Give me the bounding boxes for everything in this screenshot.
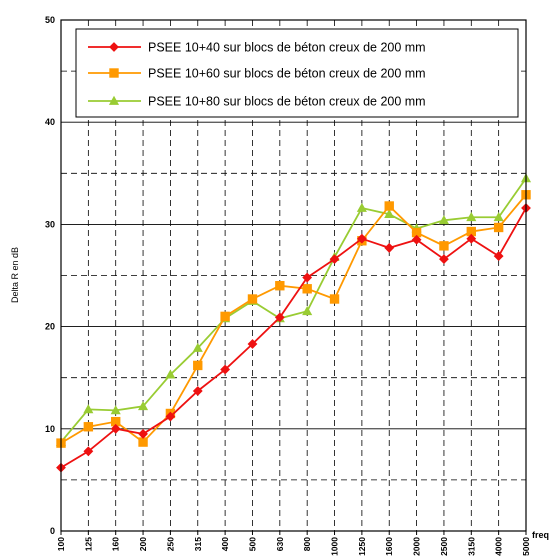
- series-point: [110, 423, 121, 434]
- series-point: [165, 369, 176, 379]
- series-point: [220, 311, 230, 322]
- x-tick-label: 1600: [384, 537, 394, 556]
- x-tick-label: 250: [165, 537, 175, 551]
- series-point: [192, 342, 203, 352]
- series-point: [329, 294, 340, 304]
- y-tick-label: 20: [45, 322, 55, 332]
- series-point: [302, 284, 312, 294]
- series-point: [83, 422, 94, 432]
- x-tick-label: 1000: [330, 537, 340, 556]
- series-point: [466, 233, 477, 244]
- series-point: [302, 306, 313, 316]
- series-point: [384, 242, 395, 253]
- x-tick-label: 125: [83, 537, 93, 551]
- series-point: [302, 272, 313, 283]
- legend-box: [75, 28, 519, 118]
- x-tick-label: 315: [193, 537, 203, 551]
- plot-frame: [60, 19, 527, 532]
- series-point: [83, 446, 94, 457]
- legend-entry-label: PSEE 10+80 sur blocs de béton creux de 2…: [148, 95, 426, 109]
- series-point: [493, 251, 504, 261]
- x-tick-label: 160: [111, 537, 121, 551]
- x-tick-label: 800: [302, 537, 312, 551]
- series-point: [493, 222, 504, 233]
- x-tick-label: 400: [220, 537, 230, 551]
- legend: PSEE 10+40 sur blocs de béton creux de 2…: [75, 28, 519, 118]
- series-point: [192, 386, 203, 396]
- y-axis-ticks: 0 10 20 30 40 50: [45, 15, 55, 536]
- legend-entry-label: PSEE 10+60 sur blocs de béton creux de 2…: [148, 67, 426, 81]
- series-point: [356, 202, 367, 212]
- series-point: [411, 234, 422, 245]
- series-point: [466, 212, 477, 222]
- y-tick-label: 40: [45, 117, 55, 127]
- x-tick-label: 2500: [439, 537, 449, 556]
- legend-entry-label: PSEE 10+40 sur blocs de béton creux de 2…: [148, 41, 426, 55]
- series-point: [247, 339, 258, 349]
- series-point: [275, 281, 285, 291]
- x-tick-label: 3150: [466, 537, 476, 556]
- series-point: [247, 294, 258, 304]
- x-tick-label: 4000: [494, 537, 504, 556]
- series-point: [165, 411, 176, 422]
- x-tick-label: 200: [138, 537, 148, 551]
- x-axis-label: freq: [532, 530, 549, 540]
- series-point: [108, 95, 120, 105]
- x-axis-ticks: 100 125 160 200 250 315 400 500 630 800 1000 1250 16…: [56, 537, 531, 556]
- x-tick-label: 2000: [412, 537, 422, 556]
- series-line: [60, 207, 527, 469]
- series-group: [56, 203, 531, 473]
- series-point: [138, 437, 148, 447]
- series-point: [220, 364, 231, 375]
- x-tick-label: 500: [247, 537, 257, 551]
- series-point: [109, 42, 119, 52]
- x-tick-label: 5000: [521, 537, 531, 556]
- x-tick-label: 1250: [357, 537, 367, 556]
- series-point: [493, 212, 504, 222]
- series-point: [329, 254, 340, 265]
- series-point: [274, 312, 285, 323]
- series-point: [138, 401, 149, 411]
- series-line: [60, 177, 527, 443]
- series-point: [439, 241, 449, 251]
- series-point: [193, 360, 203, 371]
- series-point: [439, 254, 449, 265]
- series-point: [110, 405, 121, 415]
- series-point: [138, 429, 148, 439]
- y-tick-label: 0: [50, 526, 55, 536]
- series-point: [83, 404, 94, 414]
- y-tick-label: 50: [45, 15, 55, 25]
- series-point: [109, 68, 119, 78]
- y-tick-label: 30: [45, 219, 55, 229]
- x-tick-label: 100: [56, 537, 66, 551]
- series-point: [384, 201, 394, 211]
- series-point: [438, 215, 449, 225]
- y-axis-label: Delta R en dB: [10, 247, 20, 303]
- series-layer: [55, 173, 532, 473]
- y-tick-label: 10: [45, 424, 55, 434]
- series-point: [384, 208, 395, 219]
- series-point: [356, 233, 367, 244]
- x-tick-label: 630: [275, 537, 285, 551]
